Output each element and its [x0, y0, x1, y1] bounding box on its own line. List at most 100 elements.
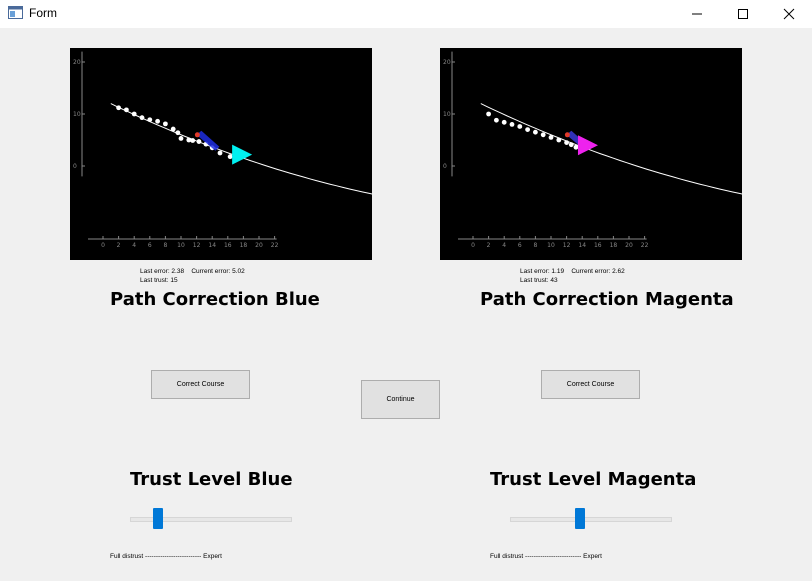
- magenta-x-tick-label: 4: [502, 242, 506, 249]
- blue-trail-point: [124, 107, 129, 113]
- blue-x-tick-label: 6: [148, 242, 152, 249]
- blue-correction-path: [196, 130, 220, 151]
- trust-scale-blue: Full distrust --------------------------…: [110, 553, 222, 560]
- blue-trail-point: [217, 150, 223, 156]
- magenta-trail-point: [564, 140, 569, 145]
- trust-level-magenta-heading: Trust Level Magenta: [490, 469, 697, 490]
- magenta-target-marker: [564, 132, 570, 138]
- blue-x-tick-label: 0: [101, 242, 105, 249]
- path-plot-magenta-canvas: 0 2 4 6 8 10 12 14 16 18 20 22 20 10 0: [443, 51, 742, 249]
- magenta-y-tick-label: 10: [443, 111, 451, 118]
- magenta-trail-point: [540, 132, 546, 138]
- blue-trail-point: [196, 139, 202, 144]
- blue-x-tick-label: 12: [193, 242, 201, 249]
- last-trust-blue: Last trust: 15: [140, 277, 178, 284]
- blue-reference-curve: [110, 103, 372, 195]
- trust-slider-blue[interactable]: [130, 508, 292, 530]
- blue-x-tick-label: 14: [208, 242, 216, 249]
- magenta-trail-point: [509, 122, 515, 127]
- blue-x-tick-label: 2: [117, 242, 121, 249]
- magenta-trail-point: [573, 144, 579, 150]
- magenta-x-tick-label: 18: [610, 242, 618, 249]
- blue-trail-point: [155, 118, 160, 124]
- blue-x-tick-label: 10: [177, 242, 185, 249]
- maximize-button[interactable]: [720, 0, 766, 28]
- blue-x-tick-label: 8: [163, 242, 167, 249]
- blue-trail-point: [186, 137, 192, 143]
- correct-course-magenta-button[interactable]: Correct Course: [541, 370, 640, 399]
- magenta-trail-point: [556, 137, 562, 143]
- magenta-x-tick-label: 16: [594, 242, 602, 249]
- minimize-button[interactable]: [674, 0, 720, 28]
- magenta-x-tick-label: 14: [578, 242, 586, 249]
- current-error-blue: Current error: 5.02: [191, 268, 245, 275]
- blue-x-tick-label: 18: [240, 242, 248, 249]
- blue-x-tick-label: 22: [271, 242, 279, 249]
- blue-trail-point: [175, 130, 181, 136]
- trust-slider-magenta-handle[interactable]: [574, 508, 585, 529]
- blue-trail-point: [147, 117, 153, 123]
- magenta-trail-point: [494, 117, 499, 123]
- last-trust-magenta: Last trust: 43: [520, 277, 558, 284]
- close-icon: [783, 8, 795, 20]
- blue-x-tick-label: 4: [132, 242, 136, 249]
- magenta-x-tick-label: 0: [471, 242, 475, 249]
- path-plot-blue: 0 2 4 6 8 10 12 14 16 18 20 22 20 10 0: [70, 48, 372, 260]
- blue-trail-point: [131, 111, 137, 117]
- last-error-magenta: Last error: 1.19: [520, 268, 565, 275]
- blue-y-tick-label: 10: [73, 111, 81, 118]
- magenta-y-tick-label: 0: [443, 163, 447, 170]
- blue-y-tick-label: 0: [73, 163, 77, 170]
- magenta-x-tick-label: 10: [547, 242, 555, 249]
- blue-x-tick-label: 16: [224, 242, 232, 249]
- blue-x-tick-label: 20: [255, 242, 263, 249]
- magenta-x-tick-label: 22: [641, 242, 649, 249]
- magenta-ship-icon: [577, 135, 598, 156]
- magenta-x-tick-label: 12: [563, 242, 571, 249]
- trust-scale-magenta: Full distrust --------------------------…: [490, 553, 602, 560]
- blue-trail-point: [163, 121, 168, 127]
- blue-ship-icon: [232, 144, 253, 165]
- magenta-reference-curve: [480, 103, 742, 195]
- magenta-x-tick-label: 20: [625, 242, 633, 249]
- continue-button[interactable]: Continue: [361, 380, 440, 419]
- trust-slider-blue-track: [130, 517, 292, 522]
- error-info-magenta: Last error: 1.19 Current error: 2.62 Las…: [520, 267, 625, 285]
- magenta-trail-point: [533, 129, 538, 135]
- path-correction-blue-heading: Path Correction Blue: [110, 289, 320, 310]
- path-correction-magenta-heading: Path Correction Magenta: [480, 289, 734, 310]
- path-plot-blue-canvas: 0 2 4 6 8 10 12 14 16 18 20 22 20 10 0: [73, 51, 372, 249]
- magenta-trail-point: [517, 124, 523, 129]
- magenta-y-tick-label: 20: [443, 59, 451, 66]
- blue-trail-point: [116, 105, 121, 111]
- form-window-icon: [8, 6, 23, 19]
- blue-trail-point: [178, 136, 184, 141]
- magenta-trail-point: [568, 142, 574, 148]
- path-plot-magenta: 0 2 4 6 8 10 12 14 16 18 20 22 20 10 0: [440, 48, 742, 260]
- trust-slider-blue-handle[interactable]: [152, 508, 163, 529]
- current-error-magenta: Current error: 2.62: [571, 268, 625, 275]
- magenta-trail-point: [525, 127, 530, 132]
- blue-target-marker: [194, 132, 200, 138]
- minimize-icon: [692, 13, 702, 15]
- maximize-icon: [738, 9, 748, 19]
- close-button[interactable]: [766, 0, 812, 28]
- magenta-x-tick-label: 2: [487, 242, 491, 249]
- magenta-trail-point: [548, 135, 554, 140]
- blue-trail-point: [139, 115, 145, 121]
- magenta-x-tick-label: 8: [533, 242, 537, 249]
- error-info-blue: Last error: 2.38 Current error: 5.02 Las…: [140, 267, 245, 285]
- magenta-x-tick-label: 6: [518, 242, 522, 249]
- window-title: Form: [29, 6, 57, 20]
- blue-trail-point: [227, 154, 233, 160]
- correct-course-blue-button[interactable]: Correct Course: [151, 370, 250, 399]
- trust-slider-magenta[interactable]: [510, 508, 672, 530]
- blue-trail-point: [190, 138, 196, 143]
- blue-y-tick-label: 20: [73, 59, 81, 66]
- last-error-blue: Last error: 2.38: [140, 268, 185, 275]
- trust-slider-magenta-track: [510, 517, 672, 522]
- magenta-trail-point: [486, 111, 491, 117]
- blue-trail-point: [170, 126, 176, 132]
- title-bar: Form: [0, 0, 812, 28]
- trust-level-blue-heading: Trust Level Blue: [130, 469, 293, 490]
